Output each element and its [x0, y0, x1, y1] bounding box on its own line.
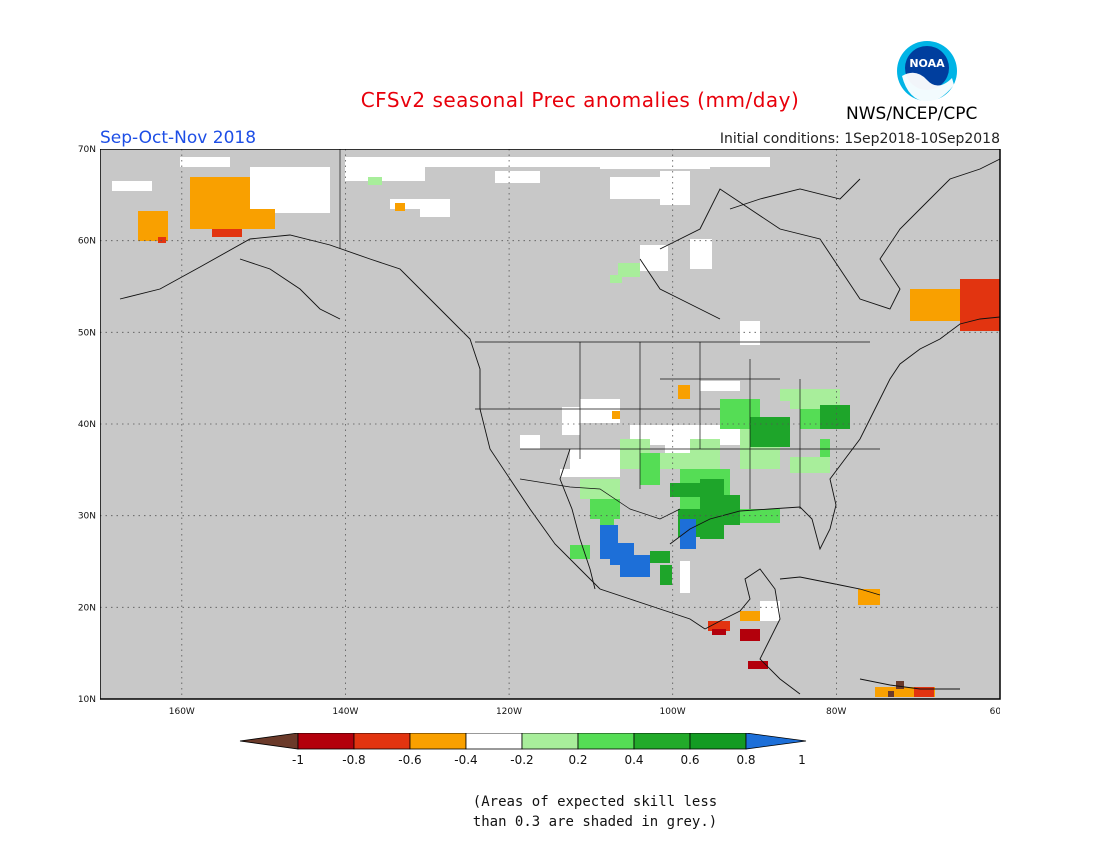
lon-label: 160W [169, 707, 195, 717]
lon-label: 140W [332, 707, 358, 717]
legend-label: 0.2 [568, 753, 587, 767]
lon-label: 60W [990, 707, 1000, 717]
legend-label: -0.2 [510, 753, 533, 767]
noaa-logo: NOAA [897, 41, 957, 102]
lat-label: 20N [78, 603, 96, 613]
lat-label: 70N [78, 145, 96, 155]
map-frame [100, 149, 1001, 700]
legend-label: -0.4 [454, 753, 477, 767]
dry-anomaly-patches [138, 177, 965, 697]
lat-label: 60N [78, 237, 96, 247]
legend-swatch [521, 733, 579, 750]
legend-label: 1 [798, 753, 806, 767]
coastlines [119, 158, 1001, 695]
lat-label: 50N [78, 328, 96, 338]
legend-swatch [239, 733, 299, 750]
legend-swatch [633, 733, 691, 750]
legend-swatch [577, 733, 635, 750]
legend-label: -0.6 [398, 753, 421, 767]
wet-strong-patches [650, 405, 850, 585]
agency-label: NWS/NCEP/CPC [846, 104, 978, 124]
initial-conditions-label: Initial conditions: 1Sep2018-10Sep2018 [719, 131, 1000, 147]
color-legend: -1 -0.8 -0.6 -0.4 -0.2 0.2 0.4 0.6 0.8 1 [239, 733, 807, 767]
legend-swatch [353, 733, 411, 750]
legend-swatch [745, 733, 807, 750]
lat-label: 10N [78, 695, 96, 705]
legend-swatch [689, 733, 747, 750]
season-label: Sep-Oct-Nov 2018 [100, 128, 257, 148]
axis-labels: 70N 60N 50N 40N 30N 20N 10N 160W 140W 120W 100W 80… [78, 145, 1000, 717]
legend-swatch [409, 733, 467, 750]
lon-label: 120W [496, 707, 522, 717]
logo-text: NOAA [909, 57, 945, 70]
strong-dry-patches [158, 229, 1000, 697]
legend-label: -0.8 [342, 753, 365, 767]
lon-label: 80W [826, 707, 846, 717]
legend-label: 0.8 [736, 753, 755, 767]
graticule [100, 149, 1000, 699]
legend-swatch [465, 733, 523, 750]
lat-label: 30N [78, 512, 96, 522]
legend-label: -1 [292, 753, 304, 767]
anomaly-map [100, 149, 1001, 700]
lon-label: 100W [660, 707, 686, 717]
skill-note-line-1: (Areas of expected skill less [472, 794, 718, 810]
legend-label: 0.4 [624, 753, 643, 767]
neutral-anomaly-patches [112, 157, 780, 621]
skill-note: (Areas of expected skill less than 0.3 a… [0, 792, 1100, 832]
legend-swatch [297, 733, 355, 750]
skill-note-line-2: than 0.3 are shaded in grey.) [472, 814, 718, 830]
legend-label: 0.6 [680, 753, 699, 767]
map-title: CFSv2 seasonal Prec anomalies (mm/day) [360, 88, 800, 112]
very-wet-patches [600, 519, 696, 577]
lat-label: 40N [78, 420, 96, 430]
